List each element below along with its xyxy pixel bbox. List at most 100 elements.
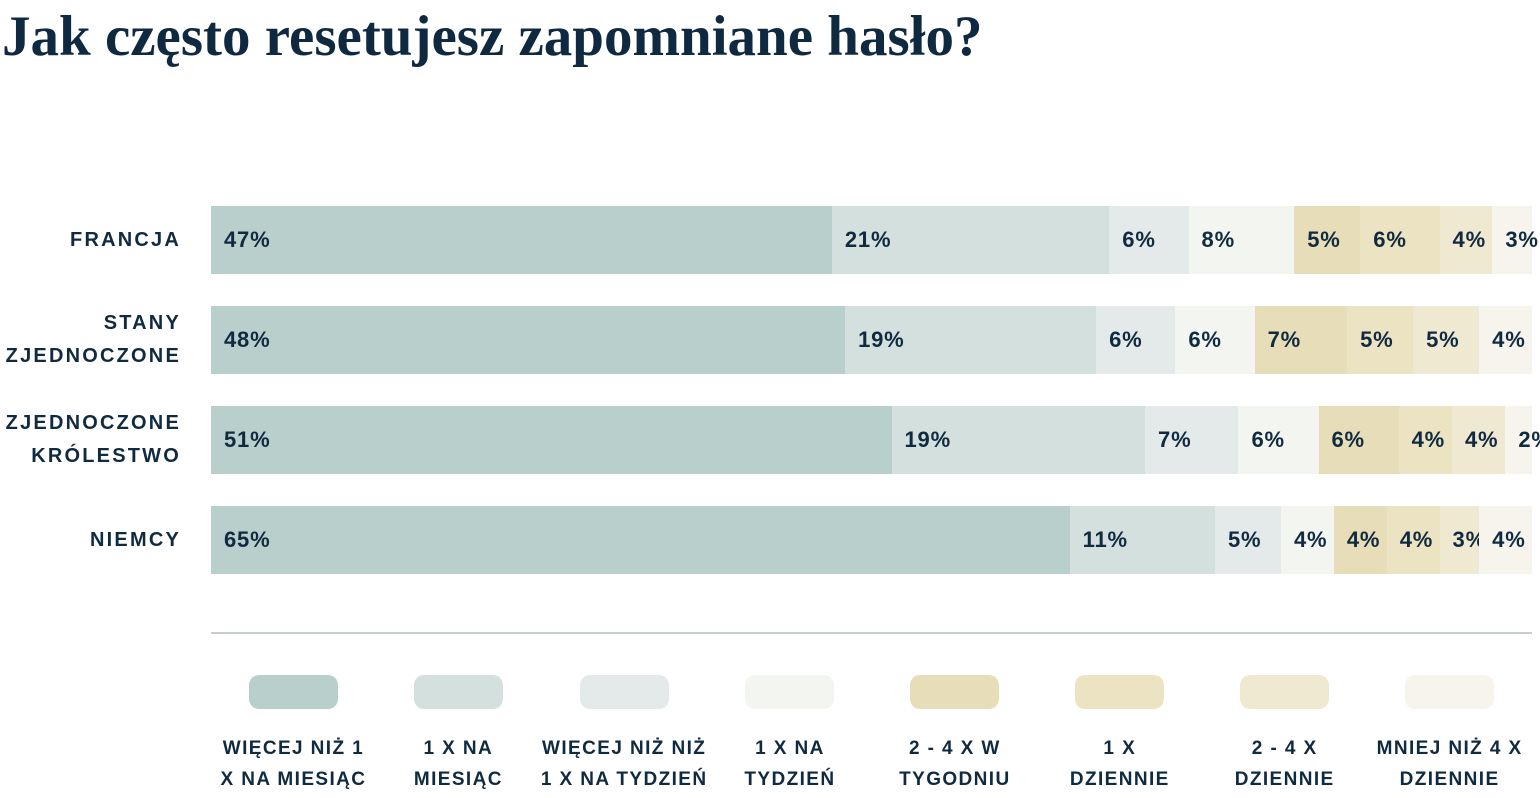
chart-title: Jak często resetujesz zapomniane hasło? [2,5,983,68]
segment-value-label: 47% [224,227,271,252]
legend-label-line: X NA MIESIĄC [220,769,367,790]
legend-label-line: DZIENNIE [1399,769,1500,790]
legend-label-line: 1 X NA [423,738,494,759]
bar-segment: 6% [1318,406,1399,474]
segment-value-label: 6% [1331,427,1365,452]
segment-value-label: 7% [1158,427,1192,452]
legend-label: 2 - 4 X W TYGODNIU [899,733,1010,795]
country-label-line: ZJEDNOCZONE [5,412,181,434]
stacked-bar: 51% 19% 7% 6% 6% 4% 4% 2% [211,406,1540,474]
legend-item: 1 X NA MIESIĄC [376,675,541,795]
segment-value-label: 3% [1505,227,1539,252]
bar-segment: 3% [1439,506,1485,574]
segment-value-label: 6% [1188,327,1222,352]
bar-segment: 3% [1492,206,1538,274]
bar-segment: 7% [1145,406,1239,474]
bar-row: ZJEDNOCZONE KRÓLESTWO 51% 19% 7% 6% 6% 4% 4% 2% [0,406,1540,474]
bar-segment: 2% [1505,406,1540,474]
bar-segment: 47% [211,206,832,274]
legend-label: 1 X NA TYDZIEŃ [744,733,835,795]
legend-label-line: DZIENNIE [1069,769,1170,790]
bar-segment: 6% [1109,206,1189,274]
segment-value-label: 7% [1267,327,1301,352]
country-label-line: KRÓLESTWO [31,445,181,467]
segment-value-label: 5% [1307,227,1341,252]
segment-value-label: 21% [844,227,892,252]
bar-segment: 5% [1214,506,1282,574]
bar-segment: 19% [891,406,1146,474]
bar-segment: 6% [1238,406,1319,474]
stacked-bar: 48% 19% 6% 6% 7% 5% 5% 4% [211,306,1532,374]
segment-value-label: 4% [1294,527,1328,552]
legend-swatch [910,675,1000,709]
bar-segment: 5% [1413,306,1480,374]
country-label: FRANCJA [0,206,181,274]
legend-label-line: TYDZIEŃ [744,769,836,790]
bar-segment: 48% [211,306,846,374]
legend-label-line: WIĘCEJ NIŻ 1 [222,738,365,759]
bar-segment: 4% [1386,506,1440,574]
bar-segment: 4% [1333,506,1387,574]
segment-value-label: 51% [224,427,271,452]
country-label-line: NIEMCY [90,528,181,551]
legend-label: WIĘCEJ NIŻ NIŻ 1 X NA TYDZIEŃ [541,733,708,795]
segment-value-label: 4% [1452,227,1486,252]
bar-row: FRANCJA 47% 21% 6% 8% 5% 6% 4% 3% [0,206,1538,274]
bar-segment: 4% [1479,506,1533,574]
legend-label-line: DZIENNIE [1234,769,1335,790]
legend-label: 1 X NA MIESIĄC [414,733,503,795]
segment-value-label: 4% [1411,427,1445,452]
country-label: NIEMCY [0,506,181,574]
segment-value-label: 4% [1399,527,1434,552]
bar-segment: 6% [1096,306,1176,374]
bar-segment: 21% [831,206,1110,274]
segment-value-label: 2% [1518,427,1540,452]
bar-segment: 51% [211,406,892,474]
legend-label-line: 2 - 4 X [1251,738,1318,759]
legend-label-line: TYGODNIU [899,769,1011,790]
segment-value-label: 6% [1251,427,1285,452]
segment-value-label: 19% [904,427,951,452]
legend-divider [211,632,1532,634]
segment-value-label: 5% [1426,327,1460,352]
stacked-bar: 65% 11% 5% 4% 4% 4% 3% 4% [211,506,1533,574]
bar-segment: 5% [1294,206,1361,274]
segment-value-label: 65% [224,527,271,552]
legend-item: 2 - 4 X W TYGODNIU [872,675,1037,795]
country-label: ZJEDNOCZONE KRÓLESTWO [0,406,181,474]
legend-swatch [1240,675,1330,709]
legend-item: WIĘCEJ NIŻ 1 X NA MIESIĄC [211,675,376,795]
bar-segment: 5% [1347,306,1414,374]
bar-segment: 4% [1281,506,1334,574]
bar-row: NIEMCY 65% 11% 5% 4% 4% 4% 3% 4% [0,506,1533,574]
bar-segment: 4% [1479,306,1532,374]
legend-swatch [1405,675,1495,709]
legend-swatch [745,675,835,709]
bar-segment: 6% [1175,306,1255,374]
legend-item: 1 X DZIENNIE [1037,675,1202,795]
legend-item: 2 - 4 X DZIENNIE [1202,675,1367,795]
country-label-line: FRANCJA [70,228,181,251]
legend-item: 1 X NA TYDZIEŃ [708,675,873,795]
country-label-line: ZJEDNOCZONE [5,345,181,367]
segment-value-label: 4% [1492,327,1526,352]
segment-value-label: 6% [1122,227,1156,252]
bar-segment: 65% [211,506,1070,574]
segment-value-label: 4% [1346,527,1381,552]
bar-segment: 19% [845,306,1097,374]
legend-label: WIĘCEJ NIŻ 1 X NA MIESIĄC [220,733,366,795]
country-label-line: STANY [103,312,181,334]
legend-label: 2 - 4 X DZIENNIE [1235,733,1335,795]
segment-value-label: 6% [1373,227,1407,252]
segment-value-label: 48% [224,327,271,352]
legend-label-line: 2 - 4 X W [908,738,1001,759]
bar-segment: 7% [1254,306,1348,374]
legend-label-line: 1 X NA [755,738,825,759]
bar-segment: 4% [1439,206,1493,274]
legend-label-line: WIĘCEJ NIŻ NIŻ [542,738,707,759]
segment-value-label: 8% [1201,227,1235,252]
stacked-bar: 47% 21% 6% 8% 5% 6% 4% 3% [211,206,1538,274]
segment-value-label: 5% [1227,527,1262,552]
legend-label-line: MIESIĄC [413,769,503,790]
legend-item: MNIEJ NIŻ 4 X DZIENNIE [1367,675,1532,795]
